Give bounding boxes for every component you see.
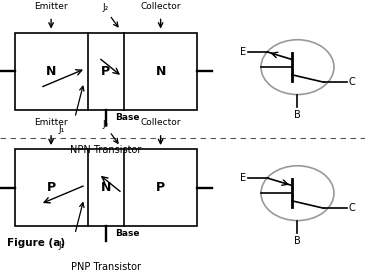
Text: NPN Transistor: NPN Transistor <box>70 145 142 155</box>
Text: N: N <box>155 65 166 78</box>
Text: Emitter: Emitter <box>34 118 68 127</box>
Text: Base: Base <box>115 229 139 238</box>
Text: C: C <box>349 203 355 213</box>
Text: J₁: J₁ <box>59 241 65 250</box>
Text: C: C <box>349 77 355 87</box>
Text: E: E <box>240 173 246 183</box>
Text: B: B <box>294 236 301 246</box>
Text: PNP Transistor: PNP Transistor <box>71 262 141 272</box>
Text: J₂: J₂ <box>103 3 109 12</box>
Text: Collector: Collector <box>141 2 181 11</box>
Text: P: P <box>156 181 165 194</box>
Text: Figure (a): Figure (a) <box>7 238 65 248</box>
Text: P: P <box>101 65 111 78</box>
Text: E: E <box>240 47 246 57</box>
Text: Collector: Collector <box>141 118 181 127</box>
Text: Base: Base <box>115 113 139 122</box>
Text: J₂: J₂ <box>103 120 109 129</box>
Text: N: N <box>46 65 56 78</box>
Text: J₁: J₁ <box>59 125 65 134</box>
Text: P: P <box>47 181 55 194</box>
Text: B: B <box>294 110 301 119</box>
Bar <box>15 33 197 110</box>
Bar <box>15 149 197 226</box>
Text: Emitter: Emitter <box>34 2 68 11</box>
Text: N: N <box>101 181 111 194</box>
